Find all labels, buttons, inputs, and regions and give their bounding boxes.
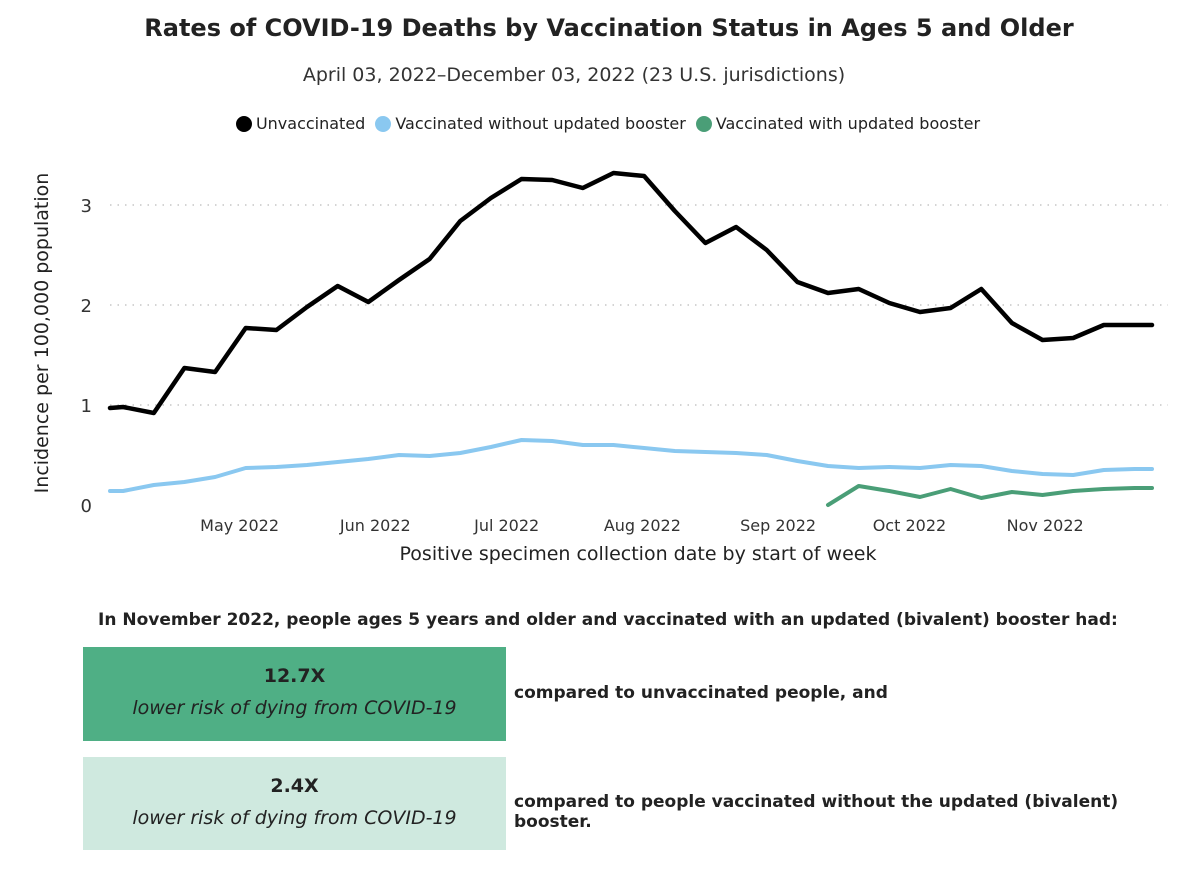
comparison-text-without-booster: compared to people vaccinated without th… <box>514 792 1119 832</box>
y-axis-label: Incidence per 100,000 population <box>31 173 53 494</box>
chart-subtitle: April 03, 2022–December 03, 2022 (23 U.S… <box>302 64 846 86</box>
y-axis-ticks: 0 1 2 3 <box>81 196 92 517</box>
x-axis-label: Positive specimen collection date by sta… <box>400 543 877 565</box>
x-tick-label: Oct 2022 <box>873 516 946 535</box>
stat-value: 12.7X <box>263 665 326 687</box>
stat-box-without-booster: 2.4X lower risk of dying from COVID-19 <box>83 757 506 850</box>
y-tick-label: 3 <box>81 196 92 217</box>
gridlines <box>110 204 1168 406</box>
y-tick-label: 0 <box>81 496 92 517</box>
series-line-vaccinated-without-updated-booster <box>108 438 1154 493</box>
legend-label-vaccinated-without-booster: Vaccinated without updated booster <box>395 114 686 133</box>
x-tick-label: Aug 2022 <box>604 516 681 535</box>
legend-item-unvaccinated: Unvaccinated <box>235 114 366 133</box>
chart-title: Rates of COVID-19 Deaths by Vaccination … <box>144 14 1074 42</box>
legend-marker-vaccinated-without-booster <box>375 115 392 132</box>
x-tick-label: Sep 2022 <box>740 516 816 535</box>
x-tick-label: Nov 2022 <box>1007 516 1084 535</box>
series-line-vaccinated-with-updated-booster <box>826 484 1154 507</box>
series-lines <box>107 170 1155 507</box>
legend-item-vaccinated-with-booster: Vaccinated with updated booster <box>695 114 981 133</box>
series-line-unvaccinated <box>107 170 1155 416</box>
stat-box-unvaccinated: 12.7X lower risk of dying from COVID-19 <box>83 647 506 741</box>
legend-marker-unvaccinated <box>235 115 252 132</box>
stat-description: lower risk of dying from COVID-19 <box>132 807 457 829</box>
x-tick-label: May 2022 <box>200 516 279 535</box>
y-tick-label: 2 <box>81 296 92 317</box>
chart-legend: Unvaccinated Vaccinated without updated … <box>0 114 1200 133</box>
summary-heading: In November 2022, people ages 5 years an… <box>98 610 1118 630</box>
stat-value: 2.4X <box>270 775 319 797</box>
y-tick-label: 1 <box>81 396 92 417</box>
x-tick-label: Jul 2022 <box>473 516 539 535</box>
line-chart: 0 1 2 3 May 2022 Jun 2022 Jul 2022 Aug 2022 Sep… <box>31 170 1168 565</box>
x-axis-ticks: May 2022 Jun 2022 Jul 2022 Aug 2022 Sep 2022… <box>200 516 1084 535</box>
x-tick-label: Jun 2022 <box>339 516 411 535</box>
comparison-text-unvaccinated: compared to unvaccinated people, and <box>514 683 888 703</box>
stat-description: lower risk of dying from COVID-19 <box>132 697 457 719</box>
legend-label-vaccinated-with-booster: Vaccinated with updated booster <box>715 114 981 133</box>
legend-marker-vaccinated-with-booster <box>695 115 712 132</box>
legend-label-unvaccinated: Unvaccinated <box>255 114 366 133</box>
legend-item-vaccinated-without-booster: Vaccinated without updated booster <box>375 114 686 133</box>
